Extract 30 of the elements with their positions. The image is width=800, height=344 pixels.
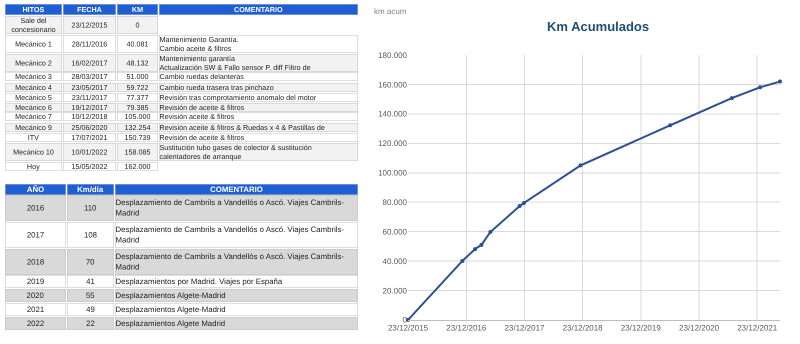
point: [479, 242, 484, 247]
point: [522, 201, 526, 206]
y-tick-label: 80.000: [382, 198, 408, 207]
y-tick-label: 160.000: [378, 80, 408, 90]
y-tick-label: 180.000: [378, 50, 408, 60]
point: [488, 230, 492, 234]
x-tick-label: 23/12/2018: [562, 324, 604, 333]
x-tick-label: 23/12/2017: [504, 324, 546, 333]
point: [518, 204, 522, 208]
point: [778, 80, 782, 84]
x-tick-label: 23/12/2019: [620, 324, 662, 333]
x-tick-label: 23/12/2016: [446, 324, 487, 333]
y-tick-label: 20.000: [382, 286, 408, 296]
x-tick-label: 23/12/2020: [679, 324, 720, 333]
y-axis-title: km acum: [374, 7, 407, 16]
point: [473, 247, 478, 252]
point: [758, 85, 762, 90]
y-tick-label: 120.000: [378, 139, 408, 148]
point: [578, 163, 583, 168]
y-tick-label: 60.000: [382, 227, 408, 236]
x-tick-label: 23/12/2015: [388, 324, 429, 333]
y-tick-label: 40.000: [382, 256, 408, 266]
point: [730, 96, 734, 100]
y-tick-label: 140.000: [378, 110, 408, 119]
chart-title: Km Acumulados: [547, 19, 650, 34]
y-tick-label: 0: [402, 316, 408, 325]
y-tick-label: 100.000: [378, 168, 408, 178]
x-tick-label: 23/12/2021: [737, 324, 778, 333]
point: [668, 123, 672, 128]
point: [460, 258, 464, 263]
